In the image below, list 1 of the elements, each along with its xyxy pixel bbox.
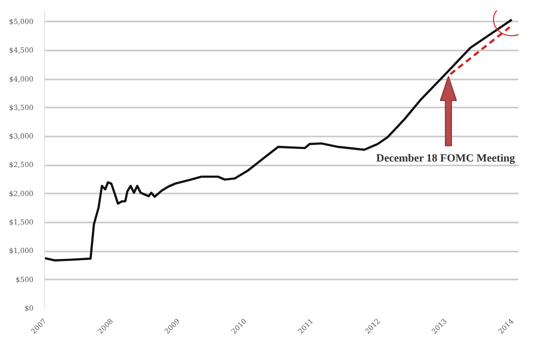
annotation: December 18 FOMC Meeting: [376, 152, 516, 165]
